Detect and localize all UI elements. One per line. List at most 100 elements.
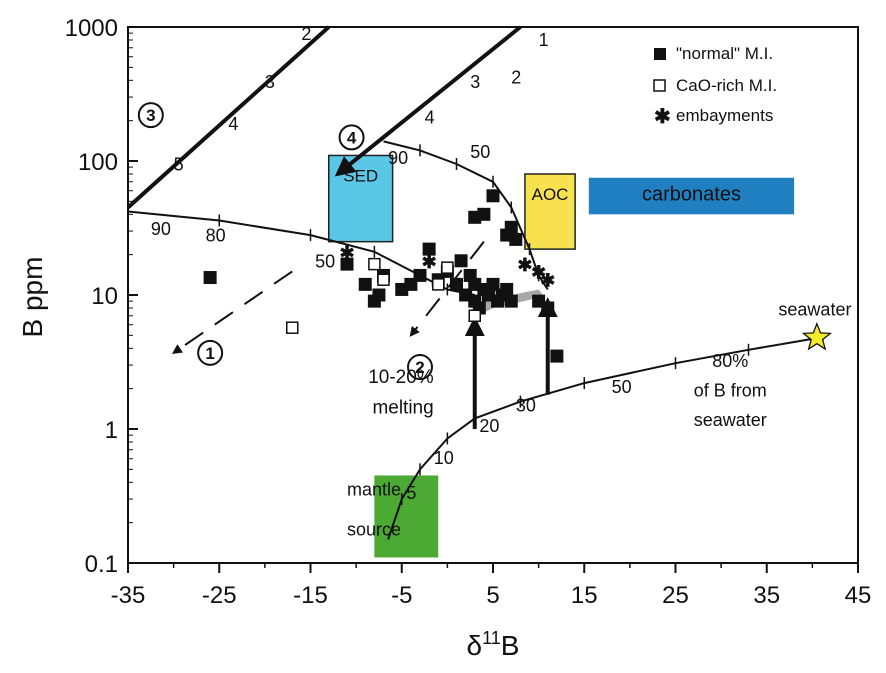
legend-label-cao-rich: CaO-rich M.I.	[676, 76, 777, 95]
curve-0-label-5: 80%	[712, 351, 748, 371]
point-normal-30	[504, 220, 518, 234]
vector-marker-label-0: 1	[205, 344, 214, 363]
point-normal-8	[413, 268, 427, 282]
y-tick-label-3: 100	[78, 149, 118, 176]
legend: "normal" M.I. CaO-rich M.I. ✱ embayments	[653, 44, 777, 128]
vector-3-label-1: 2	[511, 67, 521, 87]
curve-1-label-1: 80	[206, 226, 226, 246]
point-cao-3	[432, 278, 445, 291]
box-label-1: AOC	[532, 185, 569, 204]
curve-layer: 5 10 20 30 50 80% of B from seawater 90 80 50 90 50 1…	[126, 24, 813, 540]
legend-label-normal: "normal" M.I.	[676, 44, 773, 63]
vector-3-label-0: 1	[539, 30, 549, 50]
vector-marker-circle-1	[407, 354, 433, 381]
x-tick-label-4: 5	[486, 582, 499, 609]
point-embayment-3: ✱	[531, 262, 546, 282]
vector-marker-circle-0	[197, 339, 224, 366]
point-cao-0	[286, 321, 299, 334]
curve-1-label-2: 50	[315, 252, 335, 272]
x-tick-label-3: -5	[391, 582, 412, 609]
point-normal-2	[358, 277, 372, 291]
point-normal-13	[454, 254, 468, 268]
legend-filled-square-marker	[654, 48, 666, 60]
point-cao-1	[368, 257, 381, 271]
curve-2	[383, 140, 549, 291]
x-tick-label-0: -35	[111, 582, 146, 609]
curve-0	[387, 337, 813, 540]
x-tick-label-8: 45	[845, 582, 872, 609]
point-normal-33	[541, 301, 555, 315]
point-normal-21	[486, 277, 500, 291]
point-embayment-2: ✱	[517, 255, 532, 275]
curve-2-label-1: 50	[470, 142, 490, 162]
point-embayment-1: ✱	[422, 252, 437, 272]
legend-label-embayments: embayments	[676, 106, 773, 125]
box-label-0: SED	[343, 166, 378, 185]
vector-0	[171, 270, 293, 354]
annotation-layer: SED AOC carbonates mantle source	[328, 154, 795, 558]
point-normal-4	[372, 288, 386, 302]
y-tick-label-0: 0.1	[85, 551, 118, 578]
point-normal-31	[509, 232, 523, 246]
point-embayment-4: ✱	[540, 271, 555, 291]
vector-3	[334, 25, 522, 177]
y-tick-label-1: 1	[105, 417, 118, 444]
point-normal-0	[203, 271, 217, 285]
box-label-3-b: source	[347, 520, 401, 540]
vector-1	[409, 241, 485, 337]
x-axis-label-sup: 11	[482, 628, 501, 648]
curve-0-label-1: 10	[434, 448, 454, 468]
curve-1-label-0: 90	[151, 219, 171, 239]
curve-0-label-0: 5	[406, 483, 416, 503]
point-embayment-0: ✱	[339, 243, 354, 263]
vector-3-label-3: 4	[425, 108, 435, 128]
vector-2-label-3: 5	[174, 154, 184, 174]
point-normal-24	[500, 282, 514, 296]
vector-marker-label-2: 3	[146, 106, 155, 125]
curve-0-label-4: 50	[612, 377, 632, 397]
y-tick-label-2: 10	[91, 283, 118, 310]
x-tick-label-6: 25	[662, 582, 689, 609]
annotation-1: melting	[372, 398, 433, 419]
legend-open-square-marker	[653, 79, 666, 92]
seawater-label: seawater	[778, 300, 851, 320]
vector-marker-label-1: 2	[415, 358, 424, 377]
point-normal-9	[422, 242, 436, 256]
point-normal-25	[504, 294, 518, 308]
vector-marker-label-3: 4	[347, 128, 357, 147]
seawater-star	[801, 321, 833, 351]
point-normal-12	[450, 277, 463, 291]
box-2	[588, 177, 795, 215]
vector-3-label-2: 3	[470, 72, 480, 92]
annotation-0: 10-20%	[368, 367, 434, 388]
y-axis-label: B ppm	[17, 257, 48, 338]
vector-marker-circle-2	[137, 102, 164, 129]
vector-2	[126, 25, 331, 209]
x-tick-label-1: -25	[202, 582, 237, 609]
box-3	[374, 475, 439, 558]
x-tick-label-5: 15	[571, 582, 598, 609]
curve-0-label-7: seawater	[694, 410, 767, 430]
vector-marker-circle-3	[338, 124, 365, 151]
x-axis-label-tail: B	[501, 630, 520, 661]
x-axis-label-base: δ	[467, 630, 483, 661]
point-normal-28	[486, 189, 500, 203]
box-label-3: mantle	[347, 479, 401, 499]
x-tick-label-7: 35	[753, 582, 780, 609]
vector-2-label-2: 4	[228, 114, 238, 134]
point-normal-1	[340, 257, 354, 271]
point-layer: seawater✱ ✱ ✱✱✱	[203, 189, 851, 363]
point-normal-34	[550, 349, 564, 363]
curve-2-label-0: 90	[388, 148, 408, 168]
box-label-2: carbonates	[642, 184, 741, 206]
point-cao-4	[441, 261, 454, 274]
curve-0-label-6: of B from	[694, 380, 767, 400]
curve-0-label-3: 30	[516, 396, 536, 416]
point-cao-2	[377, 273, 390, 286]
point-normal-27	[477, 207, 491, 221]
legend-asterisk-marker: ✱	[654, 106, 671, 128]
point-cao-5	[468, 309, 481, 323]
box-1	[524, 173, 576, 250]
